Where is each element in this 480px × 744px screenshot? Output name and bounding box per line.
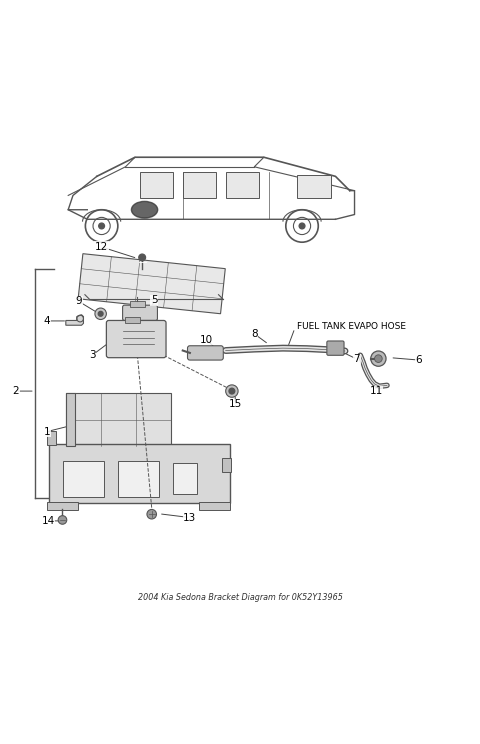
Bar [118,461,159,497]
Polygon shape [66,394,171,446]
Circle shape [98,312,103,316]
Text: 4: 4 [43,316,50,326]
Bar [199,501,230,510]
Circle shape [226,385,238,397]
Bar [125,317,140,323]
Text: FUEL TANK EVAPO HOSE: FUEL TANK EVAPO HOSE [297,322,406,331]
Text: 2: 2 [12,386,19,396]
Bar [183,172,216,198]
Polygon shape [66,394,75,446]
Bar [173,463,197,494]
Text: 10: 10 [200,335,213,344]
Circle shape [99,223,105,229]
Text: 9: 9 [75,296,82,307]
Text: 2004 Kia Sedona Bracket Diagram for 0K52Y13965: 2004 Kia Sedona Bracket Diagram for 0K52… [138,593,342,602]
Text: 5: 5 [151,295,157,306]
Bar [63,461,104,497]
Bar [140,172,173,198]
Ellipse shape [132,202,157,218]
FancyBboxPatch shape [188,346,223,360]
Bar [297,175,331,198]
Circle shape [229,388,235,394]
FancyBboxPatch shape [327,341,344,356]
Circle shape [374,355,382,362]
Bar [130,301,144,307]
Bar [47,432,56,446]
Text: 13: 13 [183,513,196,522]
Text: 7: 7 [354,354,360,364]
FancyBboxPatch shape [122,305,157,321]
Circle shape [95,308,107,319]
Bar [47,501,78,510]
Bar [226,172,259,198]
Text: 14: 14 [42,516,55,526]
Polygon shape [66,315,84,325]
FancyBboxPatch shape [107,321,166,358]
Circle shape [371,351,386,366]
Bar [49,443,230,503]
Polygon shape [78,254,225,314]
Text: 6: 6 [416,355,422,365]
Text: 8: 8 [251,329,258,339]
Text: 11: 11 [370,386,383,396]
Bar [222,458,231,472]
Circle shape [58,516,67,525]
Circle shape [147,510,156,519]
Text: 1: 1 [43,426,50,437]
Circle shape [299,223,305,229]
Circle shape [139,254,145,261]
Text: 3: 3 [89,350,96,360]
Text: 12: 12 [95,242,108,252]
Text: 15: 15 [228,400,242,409]
